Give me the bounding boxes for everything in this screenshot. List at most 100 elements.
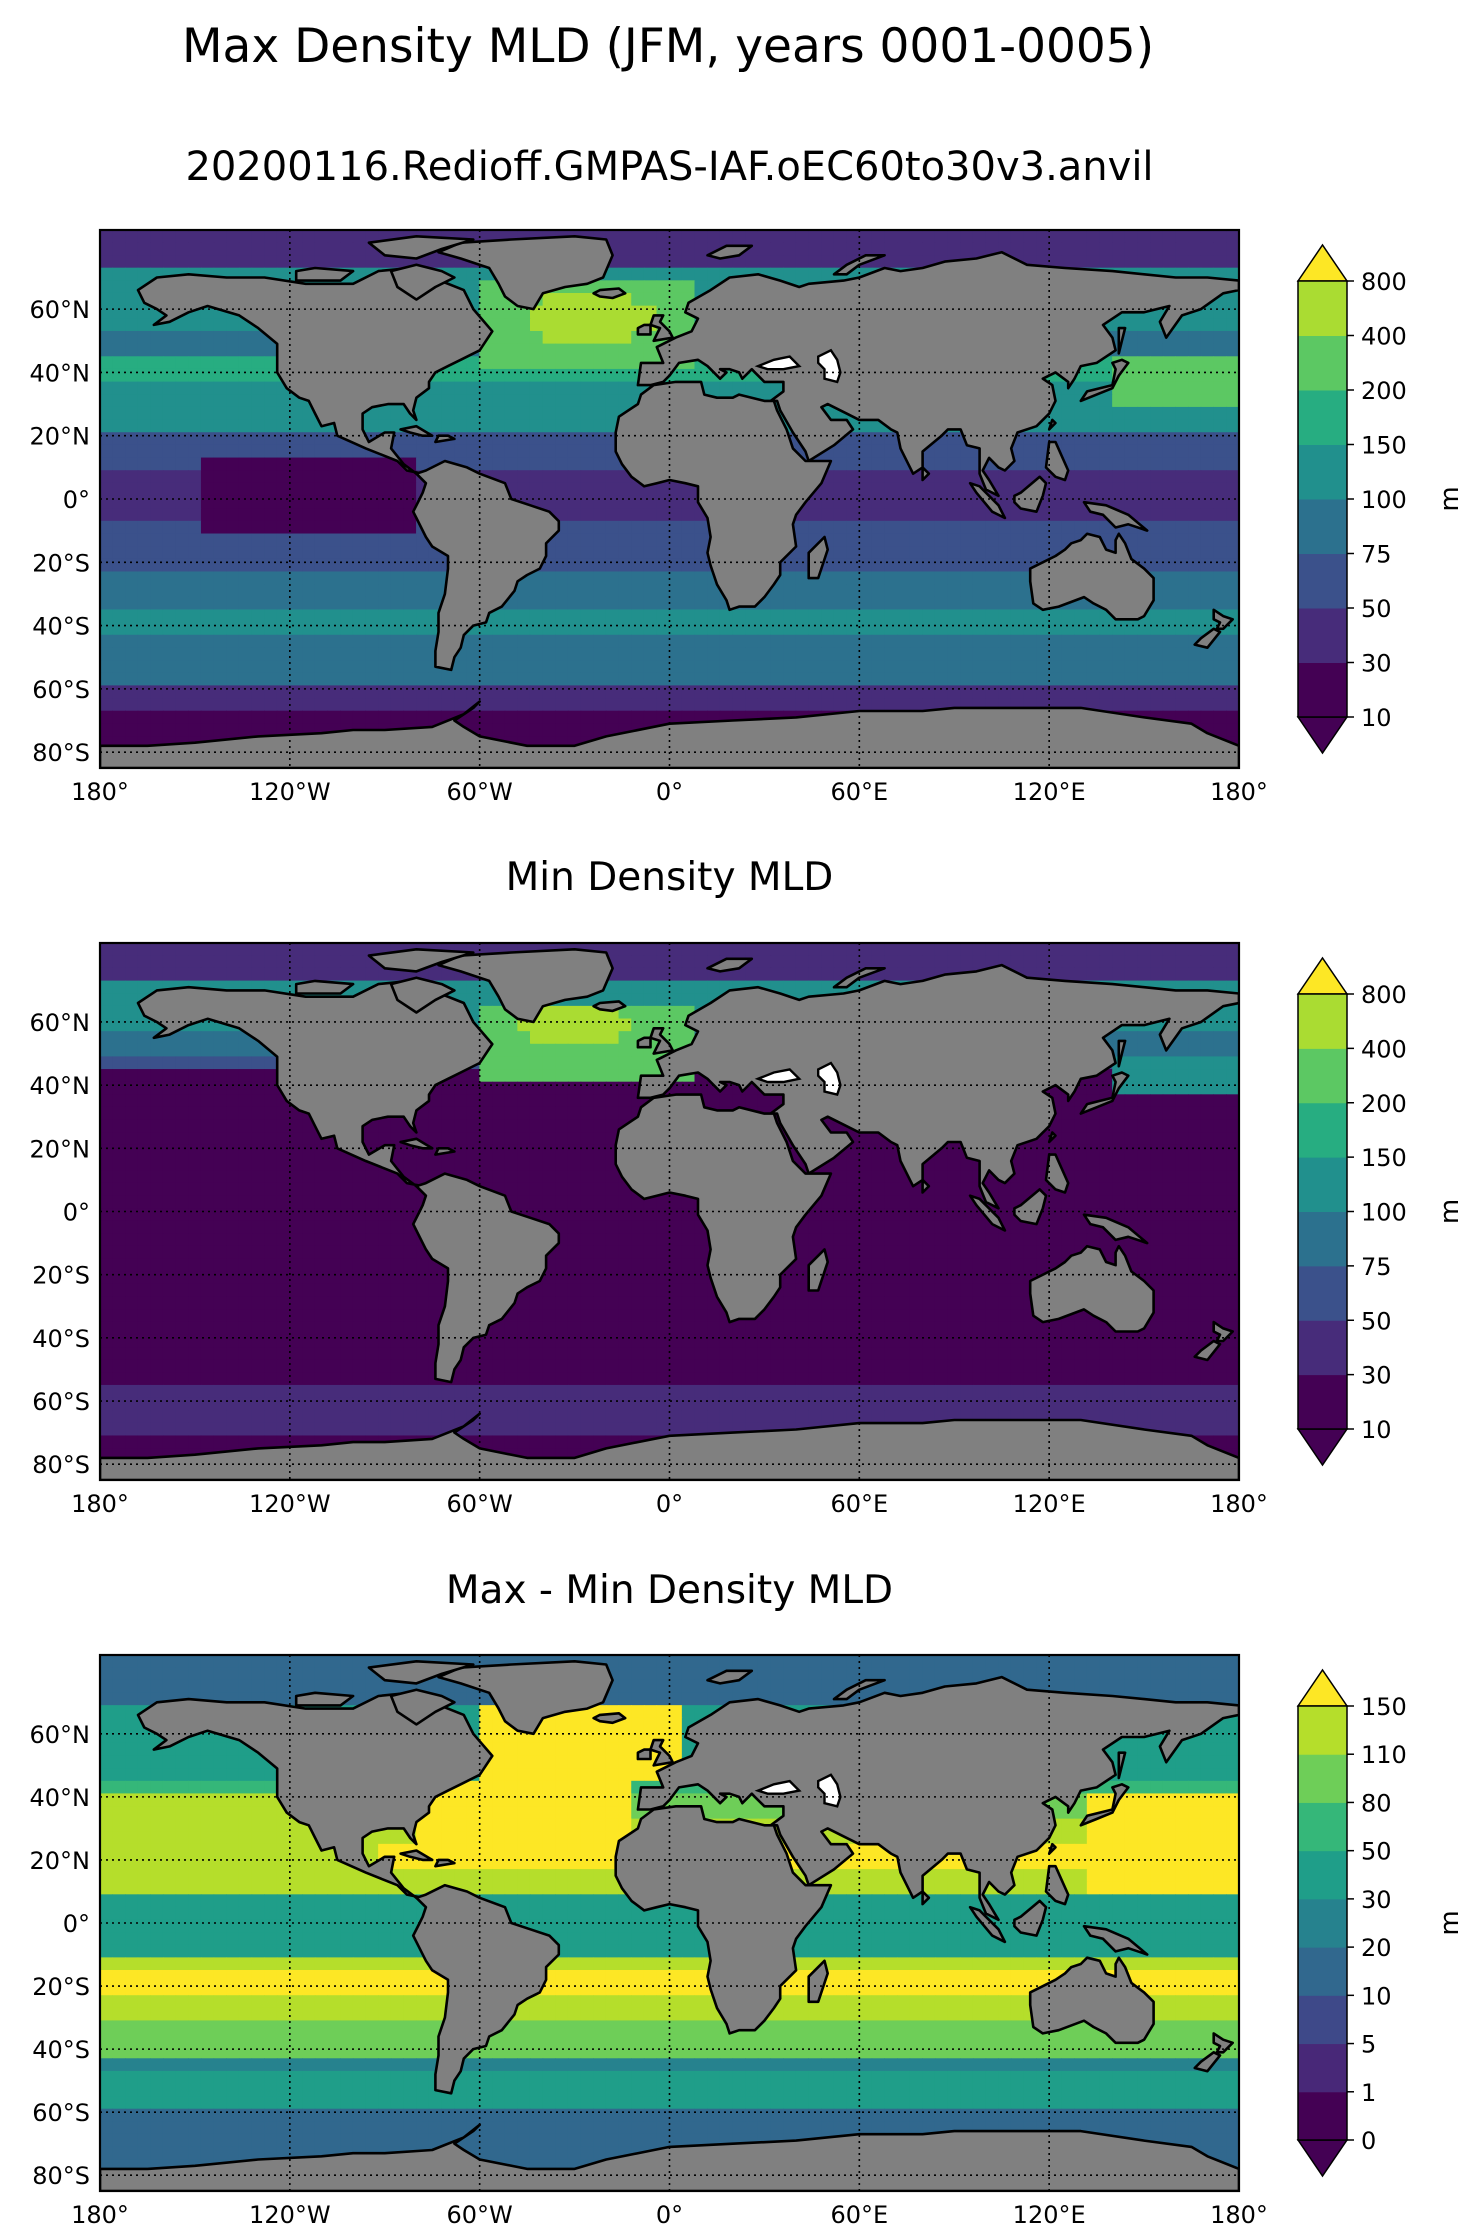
field-cell: [162, 1081, 177, 1095]
field-cell: [314, 943, 329, 956]
field-cell: [213, 943, 227, 956]
field-cell: [1112, 660, 1126, 674]
field-cell: [605, 368, 620, 383]
field-cell: [972, 943, 987, 956]
field-cell: [125, 685, 139, 699]
field-cell: [276, 255, 291, 269]
field-cell: [934, 672, 949, 687]
field-cell: [1200, 368, 1214, 383]
field-cell: [162, 533, 177, 547]
field-cell: [340, 660, 354, 674]
field-cell: [213, 1069, 227, 1083]
field-cell: [416, 546, 430, 560]
field-cell: [112, 558, 126, 573]
field-cell: [1175, 457, 1189, 471]
field-cell: [238, 242, 253, 256]
field-cell: [390, 596, 405, 611]
field-cell: [150, 955, 164, 969]
field-cell: [264, 710, 278, 724]
field-cell: [542, 571, 556, 585]
field-cell: [276, 432, 291, 446]
field-cell: [100, 330, 113, 345]
field-cell: [960, 470, 974, 484]
field-cell: [238, 647, 253, 661]
field-cell: [859, 558, 873, 573]
field-cell: [1226, 432, 1239, 446]
field-cell: [1150, 482, 1164, 497]
field-cell: [251, 672, 265, 687]
field-cell: [1175, 520, 1189, 535]
field-cell: [1213, 584, 1227, 598]
field-cell: [100, 723, 113, 737]
field-cell: [555, 482, 569, 497]
field-cell: [694, 546, 708, 560]
field-cell: [479, 432, 493, 446]
field-cell: [100, 255, 113, 269]
field-cell: [833, 672, 847, 687]
field-cell: [643, 967, 658, 982]
field-cell: [529, 1081, 544, 1095]
field-cell: [1150, 634, 1164, 649]
field-cell: [137, 242, 151, 256]
field-cell: [859, 571, 873, 585]
field-cell: [529, 609, 544, 623]
field-cell: [947, 432, 961, 446]
field-cell: [1112, 255, 1126, 269]
field-cell: [238, 255, 253, 269]
field-cell: [1175, 647, 1189, 661]
field-cell: [302, 419, 316, 433]
field-cell: [1226, 571, 1239, 585]
field-cell: [314, 596, 329, 611]
field-cell: [378, 406, 392, 421]
field-cell: [1175, 943, 1189, 956]
field-cell: [276, 685, 291, 699]
field-cell: [555, 368, 569, 383]
field-cell: [112, 955, 126, 969]
field-cell: [694, 255, 708, 269]
field-cell: [125, 698, 139, 712]
field-cell: [175, 571, 189, 585]
field-cell: [1124, 356, 1139, 370]
field-cell: [340, 967, 354, 982]
field-cell: [1226, 444, 1239, 459]
field-cell: [1226, 967, 1239, 982]
field-cell: [656, 546, 670, 560]
field-cell: [1036, 622, 1050, 636]
field-cell: [1213, 723, 1227, 737]
field-cell: [112, 980, 126, 994]
field-cell: [694, 955, 708, 969]
field-cell: [719, 230, 734, 243]
field-cell: [1010, 508, 1025, 522]
field-cell: [1061, 685, 1075, 699]
field-cell: [264, 394, 278, 408]
field-cell: [378, 495, 392, 509]
field-cell: [593, 444, 607, 459]
field-cell: [884, 242, 898, 256]
field-cell: [302, 444, 316, 459]
field-cell: [1074, 520, 1088, 535]
map-area: [100, 230, 1239, 768]
field-cell: [985, 584, 999, 598]
field-cell: [643, 698, 658, 712]
field-cell: [972, 647, 987, 661]
field-cell: [960, 584, 974, 598]
field-cell: [631, 520, 645, 535]
field-cell: [605, 1043, 620, 1058]
field-cell: [251, 520, 265, 535]
field-cell: [1162, 609, 1177, 623]
field-cell: [669, 255, 683, 269]
colorbar-tick-label: 100: [1361, 486, 1407, 514]
field-cell: [643, 685, 658, 699]
field-cell: [251, 955, 265, 969]
field-cell: [226, 419, 240, 433]
field-cell: [200, 1018, 215, 1032]
field-cell: [428, 444, 442, 459]
field-cell: [922, 584, 936, 598]
field-cell: [972, 571, 987, 585]
field-cell: [757, 255, 772, 269]
field-cell: [175, 1056, 189, 1070]
field-cell: [327, 609, 341, 623]
field-cell: [1137, 660, 1151, 674]
field-cell: [985, 647, 999, 661]
field-cell: [264, 482, 278, 497]
